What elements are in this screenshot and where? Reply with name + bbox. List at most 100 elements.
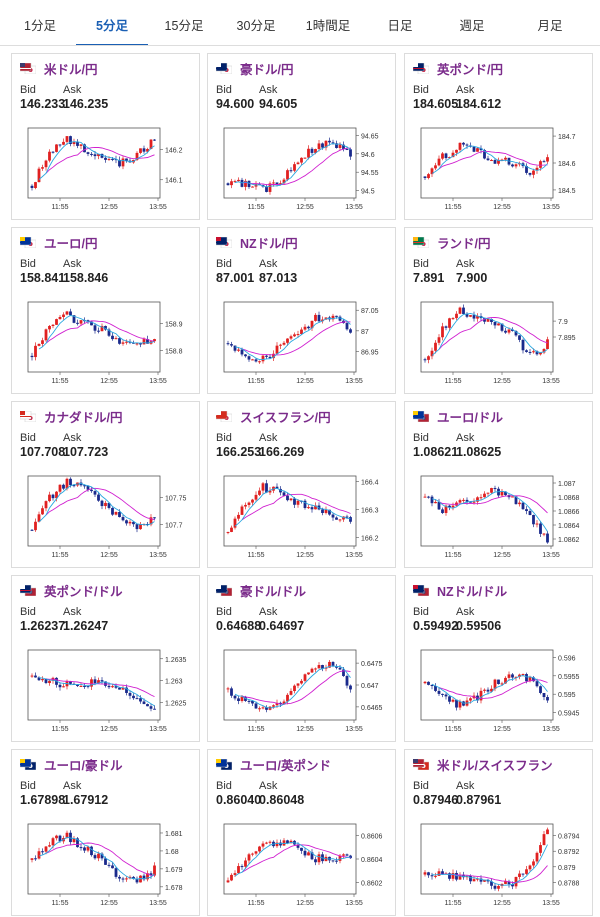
pair-card[interactable]: NZドル/円 Bid Ask 87.001 87.013 87.05 87 86.95 11:5… — [207, 227, 396, 394]
candle-body — [86, 320, 90, 322]
candle-body — [303, 500, 307, 508]
candle-body — [254, 494, 258, 500]
pair-header[interactable]: NZドル/ドル — [413, 582, 508, 599]
candle-body — [535, 167, 539, 171]
candle-body — [444, 505, 448, 513]
ma-long-line — [45, 842, 155, 876]
candle-body — [41, 167, 44, 169]
candle-body — [490, 488, 493, 493]
candle-body — [479, 497, 483, 499]
y-tick-label: 0.595 — [558, 692, 576, 699]
pair-header[interactable]: 豪ドル/円 — [216, 60, 294, 77]
pair-card[interactable]: 英ポンド/ドル Bid Ask 1.26237 1.26247 1.2635 1.263 1.… — [11, 575, 200, 742]
pair-card[interactable]: スイスフラン/円 Bid Ask 166.253 166.269 166.4 166.3 16… — [207, 401, 396, 568]
flag-icon — [413, 410, 429, 422]
candle-body — [328, 661, 331, 668]
pair-name[interactable]: 豪ドル/円 — [240, 62, 294, 77]
pair-card[interactable]: 豪ドル/ドル Bid Ask 0.64688 0.64697 0.6475 0.647 0.6… — [207, 575, 396, 742]
pair-header[interactable]: ユーロ/英ポンド — [216, 756, 331, 773]
candle-body — [437, 337, 441, 343]
tab-4[interactable]: 1時間足 — [305, 19, 351, 33]
y-tick-label: 86.95 — [361, 349, 379, 356]
candle-body — [268, 356, 272, 359]
ask-value: 87.013 — [259, 271, 298, 285]
ask-value: 0.87961 — [456, 793, 502, 807]
pair-header[interactable]: 英ポンド/円 — [413, 60, 503, 77]
pair-header[interactable]: 豪ドル/ドル — [216, 582, 306, 599]
pair-card[interactable]: 米ドル/スイスフラン Bid Ask 0.87946 0.87961 0.8794 0.87… — [404, 749, 593, 916]
pair-name[interactable]: 米ドル/円 — [44, 62, 98, 77]
ask-value: 1.08625 — [456, 445, 502, 459]
pair-card[interactable]: 英ポンド/円 Bid Ask 184.605 184.612 184.7 184.6 184.… — [404, 53, 593, 220]
candle-body — [437, 158, 441, 166]
candle-body — [286, 840, 289, 844]
pair-name[interactable]: 英ポンド/円 — [437, 62, 503, 77]
tab-2[interactable]: 15分足 — [164, 19, 204, 33]
candle-body — [107, 864, 111, 866]
pair-header[interactable]: スイスフラン/円 — [216, 408, 331, 425]
pair-name[interactable]: カナダドル/円 — [44, 410, 123, 425]
pair-card[interactable]: NZドル/ドル Bid Ask 0.59492 0.59506 0.596 0.5955 0.… — [404, 575, 593, 742]
y-tick-label: 1.2625 — [165, 701, 187, 708]
pair-header[interactable]: NZドル/円 — [216, 234, 298, 251]
pair-name[interactable]: ユーロ/円 — [44, 236, 98, 251]
tab-5[interactable]: 日足 — [387, 19, 413, 33]
pair-card[interactable]: 米ドル/円 Bid Ask 146.233 146.235 146.2 146.1 11:55… — [11, 53, 200, 220]
candle-body — [521, 674, 525, 676]
tab-3[interactable]: 30分足 — [236, 19, 276, 33]
pair-header[interactable]: ユーロ/ドル — [413, 408, 503, 425]
tab-6[interactable]: 週足 — [459, 19, 485, 33]
y-tick-label: 107.75 — [165, 496, 187, 503]
candle-body — [504, 491, 507, 496]
tab-0[interactable]: 1分足 — [24, 19, 56, 33]
candle-body — [37, 514, 41, 522]
candle-body — [497, 679, 500, 685]
pair-card[interactable]: 豪ドル/円 Bid Ask 94.600 94.605 94.65 94.6 94.55 94.… — [207, 53, 396, 220]
pair-header[interactable]: カナダドル/円 — [20, 408, 123, 425]
pair-name[interactable]: ユーロ/英ポンド — [240, 758, 331, 773]
candle-body — [514, 164, 518, 167]
pair-name[interactable]: NZドル/円 — [240, 236, 298, 251]
ma-short-line — [38, 677, 155, 707]
x-tick-label: 13:55 — [345, 378, 363, 385]
pair-header[interactable]: 米ドル/スイスフラン — [413, 756, 553, 773]
candle-body — [244, 180, 247, 187]
pair-name[interactable]: NZドル/ドル — [437, 584, 508, 599]
candle-body — [286, 495, 289, 501]
pair-header[interactable]: 米ドル/円 — [20, 60, 98, 77]
pair-card[interactable]: ユーロ/ドル Bid Ask 1.08621 1.08625 1.087 1.0868 1.0… — [404, 401, 593, 568]
pair-header[interactable]: ユーロ/円 — [20, 234, 98, 251]
candle-body — [69, 681, 72, 684]
candle-body — [30, 185, 34, 189]
candle-body — [542, 161, 546, 163]
candle-body — [303, 850, 307, 856]
candle-body — [247, 700, 251, 702]
pair-card[interactable]: ユーロ/円 Bid Ask 158.841 158.846 158.9 158.8 11:55… — [11, 227, 200, 394]
ma-long-line — [438, 317, 548, 350]
pair-name[interactable]: ユーロ/豪ドル — [44, 758, 123, 773]
pair-name[interactable]: 豪ドル/ドル — [240, 584, 306, 599]
tab-7[interactable]: 月足 — [537, 19, 563, 33]
pair-name[interactable]: 米ドル/スイスフラン — [437, 758, 553, 773]
pair-header[interactable]: ユーロ/豪ドル — [20, 756, 123, 773]
pair-card[interactable]: カナダドル/円 Bid Ask 107.708 107.723 107.75 107.7 11… — [11, 401, 200, 568]
flag-icon — [216, 758, 232, 770]
candle-body — [518, 873, 521, 877]
candle-body — [479, 690, 483, 701]
pair-name[interactable]: 英ポンド/ドル — [44, 584, 123, 599]
candle-body — [69, 311, 72, 316]
pair-header[interactable]: ランド/円 — [413, 234, 491, 251]
x-tick-label: 12:55 — [493, 204, 511, 211]
pair-name[interactable]: ユーロ/ドル — [437, 410, 503, 425]
pair-header[interactable]: 英ポンド/ドル — [20, 582, 123, 599]
tab-1[interactable]: 5分足 — [76, 0, 148, 46]
pair-card[interactable]: ランド/円 Bid Ask 7.891 7.900 7.9 7.895 11:55 12:55 1… — [404, 227, 593, 394]
candle-body — [296, 500, 300, 505]
pair-card[interactable]: ユーロ/豪ドル Bid Ask 1.67898 1.67912 1.681 1.68 1.67… — [11, 749, 200, 916]
candle-body — [121, 687, 125, 690]
pair-name[interactable]: スイスフラン/円 — [240, 410, 331, 425]
candle-body — [132, 876, 135, 880]
pair-card[interactable]: ユーロ/英ポンド Bid Ask 0.86040 0.86048 0.8606 0.8604… — [207, 749, 396, 916]
candle-body — [51, 838, 55, 846]
pair-name[interactable]: ランド/円 — [437, 236, 491, 251]
